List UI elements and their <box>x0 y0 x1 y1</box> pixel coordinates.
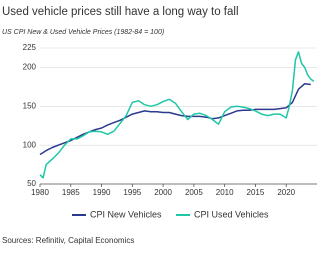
x-tick-label: 1980 <box>31 188 49 197</box>
y-tick-label: 225 <box>23 43 37 52</box>
y-tick-label: 50 <box>27 179 36 188</box>
x-tick-label: 2020 <box>277 188 295 197</box>
chart-title: Used vehicle prices still have a long wa… <box>2 6 239 18</box>
x-tick-label: 2000 <box>154 188 172 197</box>
series-line <box>39 82 311 156</box>
x-tick-label: 1990 <box>93 188 111 197</box>
y-tick-label: 200 <box>23 63 37 72</box>
x-tick-label: 1995 <box>123 188 141 197</box>
legend-label: CPI Used Vehicles <box>194 209 269 219</box>
x-tick-label: 1985 <box>62 188 80 197</box>
legend-label: CPI New Vehicles <box>90 209 162 219</box>
y-tick-label: 100 <box>23 140 37 149</box>
x-tick-label: 2005 <box>185 188 203 197</box>
source: Sources: Refinitiv, Capital Economics <box>2 236 134 245</box>
x-tick-label: 2010 <box>216 188 234 197</box>
x-tick-label: 2015 <box>247 188 265 197</box>
y-tick-label: 150 <box>23 101 37 110</box>
chart-subtitle: US CPI New & Used Vehicle Prices (1982-8… <box>2 29 164 36</box>
series-line <box>39 51 315 179</box>
